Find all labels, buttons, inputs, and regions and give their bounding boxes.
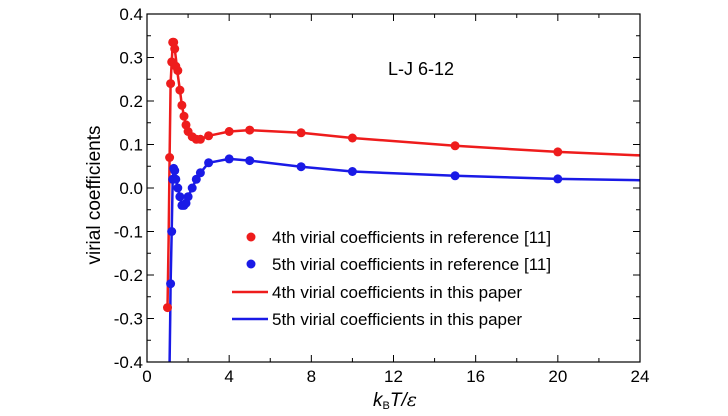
legend-marker-5th-reference (246, 259, 256, 269)
data-point-s0-2 (166, 79, 176, 89)
data-point-s1-17 (245, 156, 255, 166)
x-axis-label: kBT/ε (373, 389, 417, 412)
data-point-s1-6 (173, 183, 183, 193)
data-point-s1-18 (296, 162, 306, 172)
data-point-s1-4 (170, 166, 180, 176)
data-point-s0-20 (296, 128, 306, 138)
y-tick-label: 0.4 (119, 5, 143, 24)
data-point-s1-1 (167, 227, 177, 236)
data-point-s0-9 (175, 85, 185, 95)
data-point-s1-21 (553, 174, 563, 184)
data-point-s0-6 (170, 44, 180, 54)
x-tick-label: 16 (466, 367, 485, 386)
legend-label-4th-paper: 4th virial coefficients in this paper (272, 283, 522, 302)
data-point-s0-21 (347, 133, 357, 143)
data-point-s1-13 (191, 174, 201, 184)
x-axis-label-sub: B (383, 400, 390, 412)
legend-label-4th-reference: 4th virial coefficients in reference [11… (272, 228, 551, 247)
chart-annotation: L-J 6-12 (388, 59, 454, 79)
data-point-s1-12 (187, 183, 197, 193)
legend-label-5th-reference: 5th virial coefficients in reference [11… (272, 255, 551, 274)
y-tick-label: 0.2 (119, 92, 143, 111)
y-tick-label: -0.3 (114, 310, 143, 329)
axes: 0 4 8 12 16 20 24 -0.4 -0.3 -0.2 -0.1 0.0 0.1 0.2 0.3 0… (114, 5, 650, 386)
x-tick-label: 0 (142, 367, 151, 386)
data-point-s0-18 (224, 127, 234, 136)
y-tick-label: 0.3 (119, 49, 143, 68)
data-point-s0-22 (450, 141, 460, 151)
data-point-s1-7 (175, 192, 185, 202)
data-point-s0-19 (245, 125, 255, 135)
data-point-s1-0 (166, 279, 176, 289)
data-point-s1-5 (171, 174, 181, 184)
data-point-s1-15 (204, 158, 214, 168)
data-point-s0-10 (177, 100, 187, 110)
y-tick-label: 0.1 (119, 136, 143, 155)
legend-marker-4th-reference (246, 232, 256, 242)
data-point-s0-17 (204, 131, 214, 141)
x-tick-label: 20 (548, 367, 567, 386)
y-tick-label: -0.4 (114, 353, 143, 372)
data-point-s0-11 (179, 111, 189, 121)
x-tick-label: 4 (224, 367, 233, 386)
data-point-s1-19 (347, 167, 357, 176)
data-point-s0-16 (195, 134, 205, 144)
x-axis-label-k: k (373, 390, 384, 411)
x-axis-label-epsilon: ε (407, 389, 417, 411)
legend-label-5th-paper: 5th virial coefficients in this paper (272, 310, 522, 329)
x-tick-label: 24 (631, 367, 650, 386)
data-point-s0-0 (163, 303, 172, 313)
x-tick-label: 8 (307, 367, 316, 386)
x-axis-label-rest: T/ (390, 390, 409, 411)
y-tick-label: -0.1 (114, 223, 143, 242)
data-point-s1-20 (450, 171, 460, 181)
y-tick-label: -0.2 (114, 266, 143, 285)
data-point-s1-14 (195, 168, 205, 178)
data-point-s0-1 (165, 153, 175, 162)
data-point-s0-23 (553, 147, 563, 157)
plot-area (163, 37, 640, 362)
data-point-s0-8 (173, 66, 183, 76)
y-axis-label: virial coefficients (84, 125, 105, 264)
data-point-s1-11 (183, 192, 193, 202)
legend: 4th virial coefficients in reference [11… (232, 228, 551, 329)
data-point-s1-16 (224, 154, 234, 164)
y-tick-label: 0.0 (119, 179, 143, 198)
x-tick-label: 12 (384, 367, 403, 386)
